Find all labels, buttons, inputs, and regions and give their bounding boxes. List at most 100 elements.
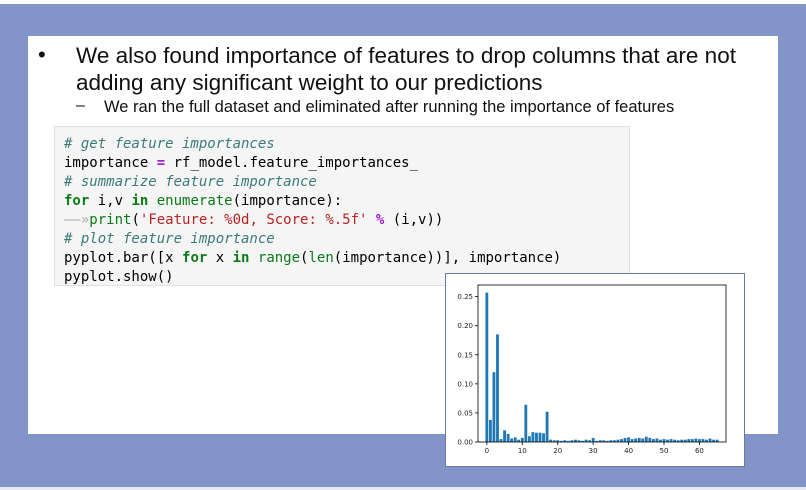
chart-bar <box>574 439 577 442</box>
chart-bar <box>673 439 677 442</box>
chart-bar <box>570 440 574 442</box>
chart-bar <box>715 439 719 442</box>
chart-bar <box>687 439 691 442</box>
code-text: (i,v)) <box>384 212 444 228</box>
code-line-4: for i,v in enumerate(importance): <box>64 192 629 211</box>
code-operator: = <box>156 155 166 171</box>
chart-bar <box>584 439 588 442</box>
chart-bar <box>595 440 599 442</box>
chart-bar <box>488 419 492 442</box>
chart-bar <box>545 411 549 442</box>
chart-bar <box>588 440 592 442</box>
chart-bar <box>651 439 655 442</box>
bullet-marker: • <box>38 42 46 67</box>
chart-bar <box>517 439 521 442</box>
chart-bar <box>531 432 535 442</box>
chart-bar <box>627 437 630 442</box>
feature-importance-chart: 0 10 20 30 40 50 60 0.00 0.05 0.10 0.15 0.20 0.25 <box>457 284 727 455</box>
chart-bar <box>496 334 499 442</box>
chart-bar <box>524 404 528 442</box>
chart-bar <box>620 439 623 442</box>
code-line-3: # summarize feature importance <box>64 173 629 192</box>
chart-bar <box>520 437 524 442</box>
chart-bar <box>698 439 701 442</box>
x-tick-label: 50 <box>660 447 669 455</box>
code-text: pyplot.bar([x <box>64 250 183 266</box>
x-tick-label: 30 <box>589 447 598 455</box>
slide-bottom-band <box>0 487 806 490</box>
code-line-7: pyplot.bar([x for x in range(len(importa… <box>64 249 629 268</box>
code-text: (importance))], importance) <box>333 250 562 266</box>
code-cell: # get feature importances importance = r… <box>54 126 630 286</box>
slide-top-band <box>0 0 806 4</box>
chart-bar <box>680 439 684 442</box>
code-text <box>367 212 375 228</box>
y-tick-label: 0.05 <box>457 409 473 417</box>
code-text: pyplot.show() <box>64 269 174 285</box>
sub-bullet-marker: – <box>76 97 85 114</box>
chart-bar <box>662 439 666 442</box>
code-keyword: in <box>232 250 250 266</box>
code-text: i,v <box>89 193 132 209</box>
code-comment: # summarize feature importance <box>64 174 317 190</box>
chart-bar <box>492 372 496 442</box>
x-tick-label: 0 <box>485 447 489 455</box>
chart-bar <box>630 439 634 442</box>
tab-arrow-icon: ——» <box>64 212 90 228</box>
chart-bar <box>701 439 705 442</box>
x-tick-label: 60 <box>695 447 704 455</box>
chart-bar <box>577 440 581 442</box>
y-tick-label: 0.25 <box>457 293 473 301</box>
chart-bar <box>559 440 563 442</box>
chart-bar <box>563 440 567 442</box>
chart-bar <box>605 440 609 442</box>
chart-bar <box>623 437 627 442</box>
chart-bar <box>634 438 638 442</box>
chart-bar <box>708 438 712 442</box>
chart-bar <box>549 439 553 442</box>
chart-bar <box>644 436 648 442</box>
code-line-2: importance = rf_model.feature_importance… <box>64 154 629 173</box>
code-text: ( <box>300 250 309 266</box>
chart-bar <box>616 439 620 442</box>
y-tick-label: 0.10 <box>457 380 473 388</box>
chart-bar <box>485 292 489 442</box>
code-text: rf_model.feature_importances_ <box>165 155 419 171</box>
chart-bar <box>705 439 708 442</box>
chart-bar <box>503 430 506 442</box>
chart-bar <box>542 433 545 442</box>
chart-bar <box>641 438 645 442</box>
chart-bar <box>510 438 514 442</box>
chart-bar <box>669 439 673 442</box>
code-comment: # plot feature importance <box>64 231 275 247</box>
code-keyword: for <box>182 250 208 266</box>
code-text: x <box>207 250 233 266</box>
code-text: ( <box>131 212 140 228</box>
bullet-text: We also found importance of features to … <box>76 43 736 95</box>
chart-bar <box>609 440 613 442</box>
chart-bar <box>552 440 556 442</box>
x-tick-label: 20 <box>553 447 562 455</box>
y-tick-label: 0.15 <box>457 351 473 359</box>
chart-bar <box>666 439 669 442</box>
chart-bar <box>694 438 698 442</box>
y-tick-label: 0.00 <box>457 439 473 447</box>
chart-bar <box>581 440 584 442</box>
chart-bar <box>602 440 606 442</box>
x-tick-label: 10 <box>518 447 527 455</box>
chart-bar <box>499 439 503 442</box>
chart-image: 0 10 20 30 40 50 60 0.00 0.05 0.10 0.15 0.20 0.25 <box>445 273 745 467</box>
code-line-8: pyplot.show() <box>64 268 629 287</box>
chart-bar <box>556 440 560 442</box>
code-line-6: # plot feature importance <box>64 230 629 249</box>
chart-bar <box>690 439 694 442</box>
code-text: importance <box>64 155 157 171</box>
chart-bar <box>598 440 602 442</box>
code-keyword: for <box>64 193 90 209</box>
code-builtin: len <box>308 250 334 266</box>
chart-bar <box>612 440 616 442</box>
code-line-5: ——»print('Feature: %0d, Score: %.5f' % (… <box>64 211 629 230</box>
chart-bar <box>648 437 652 442</box>
code-comment: # get feature importances <box>64 136 275 152</box>
code-line-1: # get feature importances <box>64 135 629 154</box>
